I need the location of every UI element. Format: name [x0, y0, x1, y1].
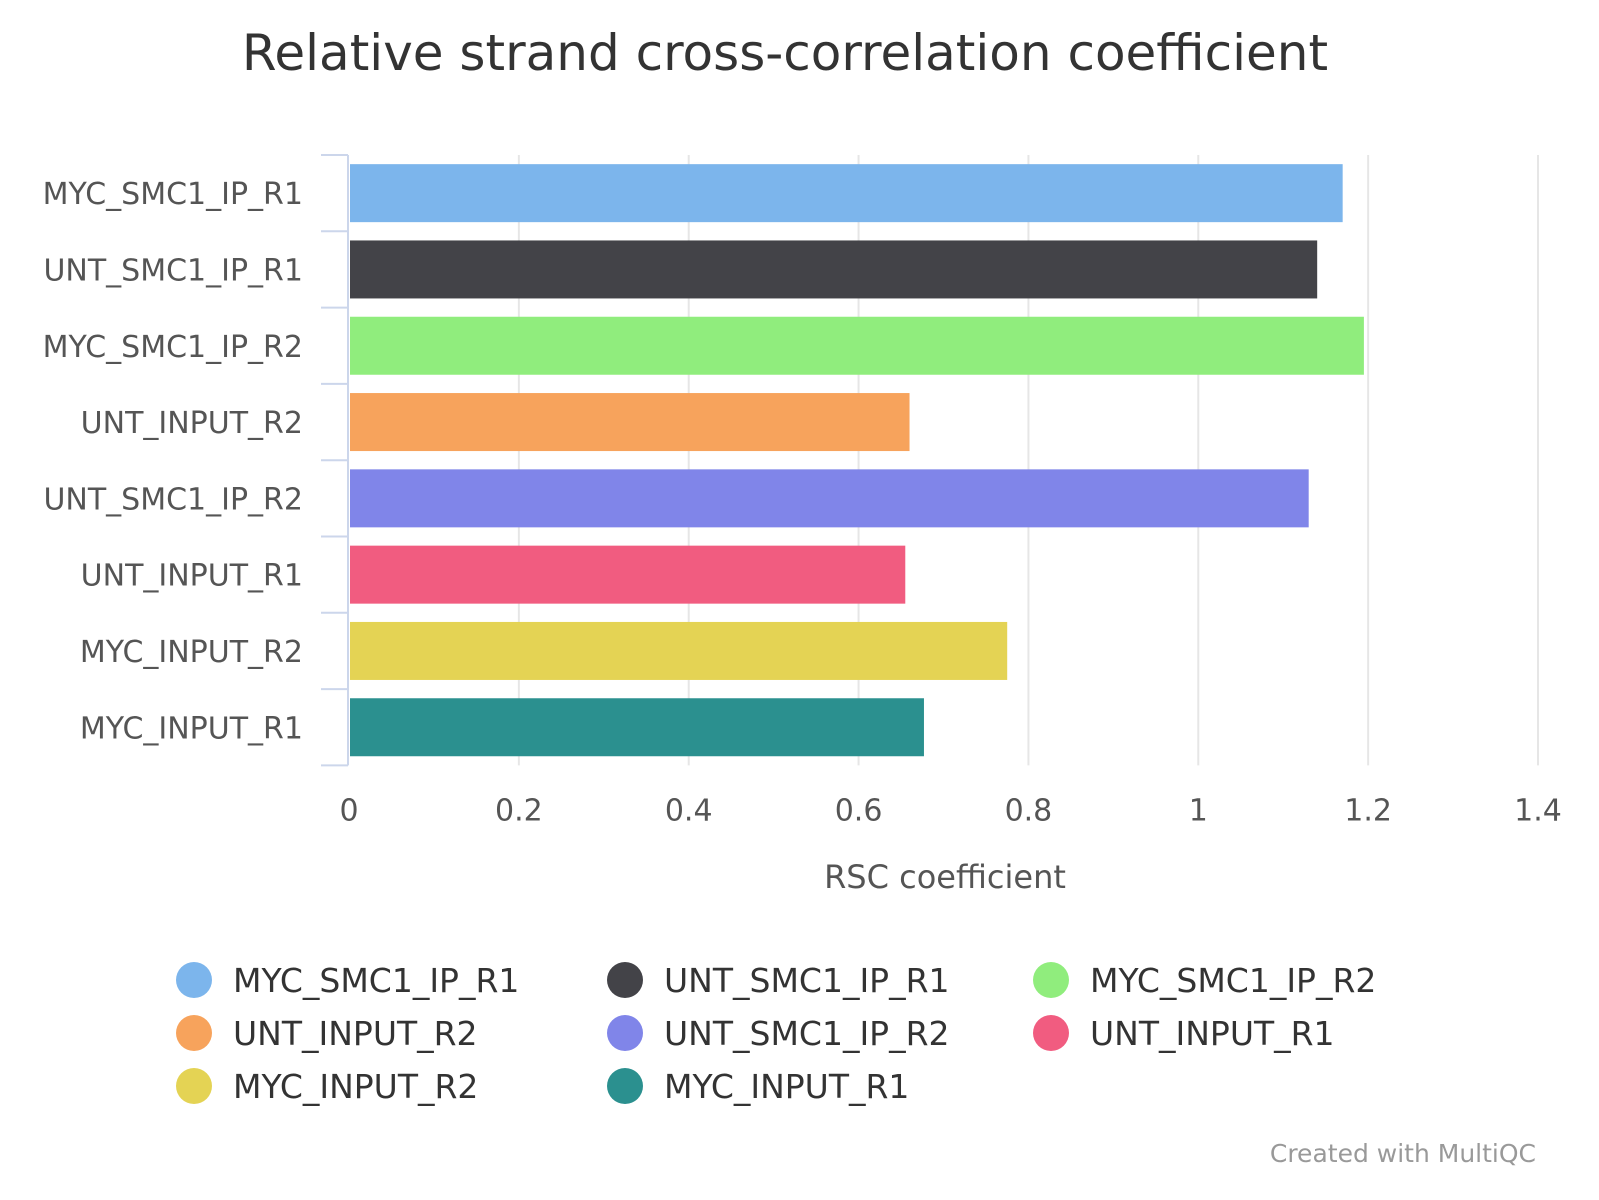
category-label: UNT_SMC1_IP_R1 [43, 253, 303, 288]
x-tick-label: 0.8 [1005, 793, 1053, 828]
chart-title: Relative strand cross-correlation coeffi… [242, 24, 1328, 82]
legend-label: UNT_SMC1_IP_R2 [664, 1014, 950, 1053]
legend-item[interactable]: UNT_SMC1_IP_R1 [607, 961, 950, 1000]
bar-unt-input-r1[interactable] [350, 545, 906, 604]
legend-label: MYC_SMC1_IP_R2 [1090, 961, 1376, 1000]
legend-label: UNT_INPUT_R1 [1090, 1014, 1335, 1053]
legend-marker-icon [1033, 962, 1069, 998]
bar-unt-smc1-ip-r1[interactable] [350, 240, 1318, 299]
bar-myc-input-r2[interactable] [350, 621, 1008, 680]
category-label: UNT_SMC1_IP_R2 [43, 482, 303, 517]
legend-label: UNT_INPUT_R2 [233, 1014, 478, 1053]
x-tick-label: 0 [339, 793, 358, 828]
legend-marker-icon [176, 962, 212, 998]
legend-marker-icon [176, 1015, 212, 1051]
x-tick-label: 0.4 [665, 793, 713, 828]
category-label: MYC_SMC1_IP_R2 [43, 330, 303, 365]
x-tick-label: 1 [1189, 793, 1208, 828]
legend-item[interactable]: UNT_INPUT_R1 [1033, 1014, 1335, 1053]
bar-myc-smc1-ip-r2[interactable] [350, 316, 1364, 375]
category-label: UNT_INPUT_R2 [81, 406, 303, 441]
legend-item[interactable]: MYC_INPUT_R1 [607, 1067, 909, 1106]
x-tick-label: 1.4 [1514, 793, 1562, 828]
legend-item[interactable]: MYC_INPUT_R2 [176, 1067, 478, 1106]
legend-marker-icon [607, 1068, 643, 1104]
bar-unt-input-r2[interactable] [350, 393, 910, 452]
credit-text: Created with MultiQC [1270, 1139, 1536, 1168]
legend-label: MYC_INPUT_R2 [233, 1067, 478, 1106]
x-tick-label: 0.2 [495, 793, 543, 828]
legend-item[interactable]: UNT_SMC1_IP_R2 [607, 1014, 950, 1053]
legend-marker-icon [1033, 1015, 1069, 1051]
legend-label: MYC_SMC1_IP_R1 [233, 961, 519, 1000]
legend-item[interactable]: MYC_SMC1_IP_R1 [176, 961, 519, 1000]
category-label: UNT_INPUT_R1 [81, 559, 303, 594]
bar-myc-smc1-ip-r1[interactable] [350, 164, 1343, 223]
category-label: MYC_SMC1_IP_R1 [43, 177, 303, 212]
legend: MYC_SMC1_IP_R1 UNT_SMC1_IP_R1 MYC_SMC1_IP_… [176, 961, 1376, 1106]
bars [350, 164, 1364, 757]
legend-marker-icon [176, 1068, 212, 1104]
category-label: MYC_INPUT_R2 [80, 635, 303, 670]
bar-myc-input-r1[interactable] [350, 698, 924, 757]
category-axis [321, 154, 349, 767]
legend-item[interactable]: MYC_SMC1_IP_R2 [1033, 961, 1376, 1000]
legend-label: UNT_SMC1_IP_R1 [664, 961, 950, 1000]
legend-item[interactable]: UNT_INPUT_R2 [176, 1014, 478, 1053]
legend-marker-icon [607, 962, 643, 998]
x-axis-title: RSC coefficient [824, 858, 1066, 896]
bar-unt-smc1-ip-r2[interactable] [350, 469, 1309, 528]
value-axis-ticks: 0 0.2 0.4 0.6 0.8 1 1.2 1.4 [339, 793, 1561, 828]
legend-label: MYC_INPUT_R1 [664, 1067, 909, 1106]
x-tick-label: 0.6 [835, 793, 883, 828]
legend-marker-icon [607, 1015, 643, 1051]
category-labels: MYC_SMC1_IP_R1 UNT_SMC1_IP_R1 MYC_SMC1_IP_… [43, 177, 303, 746]
category-label: MYC_INPUT_R1 [80, 711, 303, 746]
x-tick-label: 1.2 [1344, 793, 1392, 828]
